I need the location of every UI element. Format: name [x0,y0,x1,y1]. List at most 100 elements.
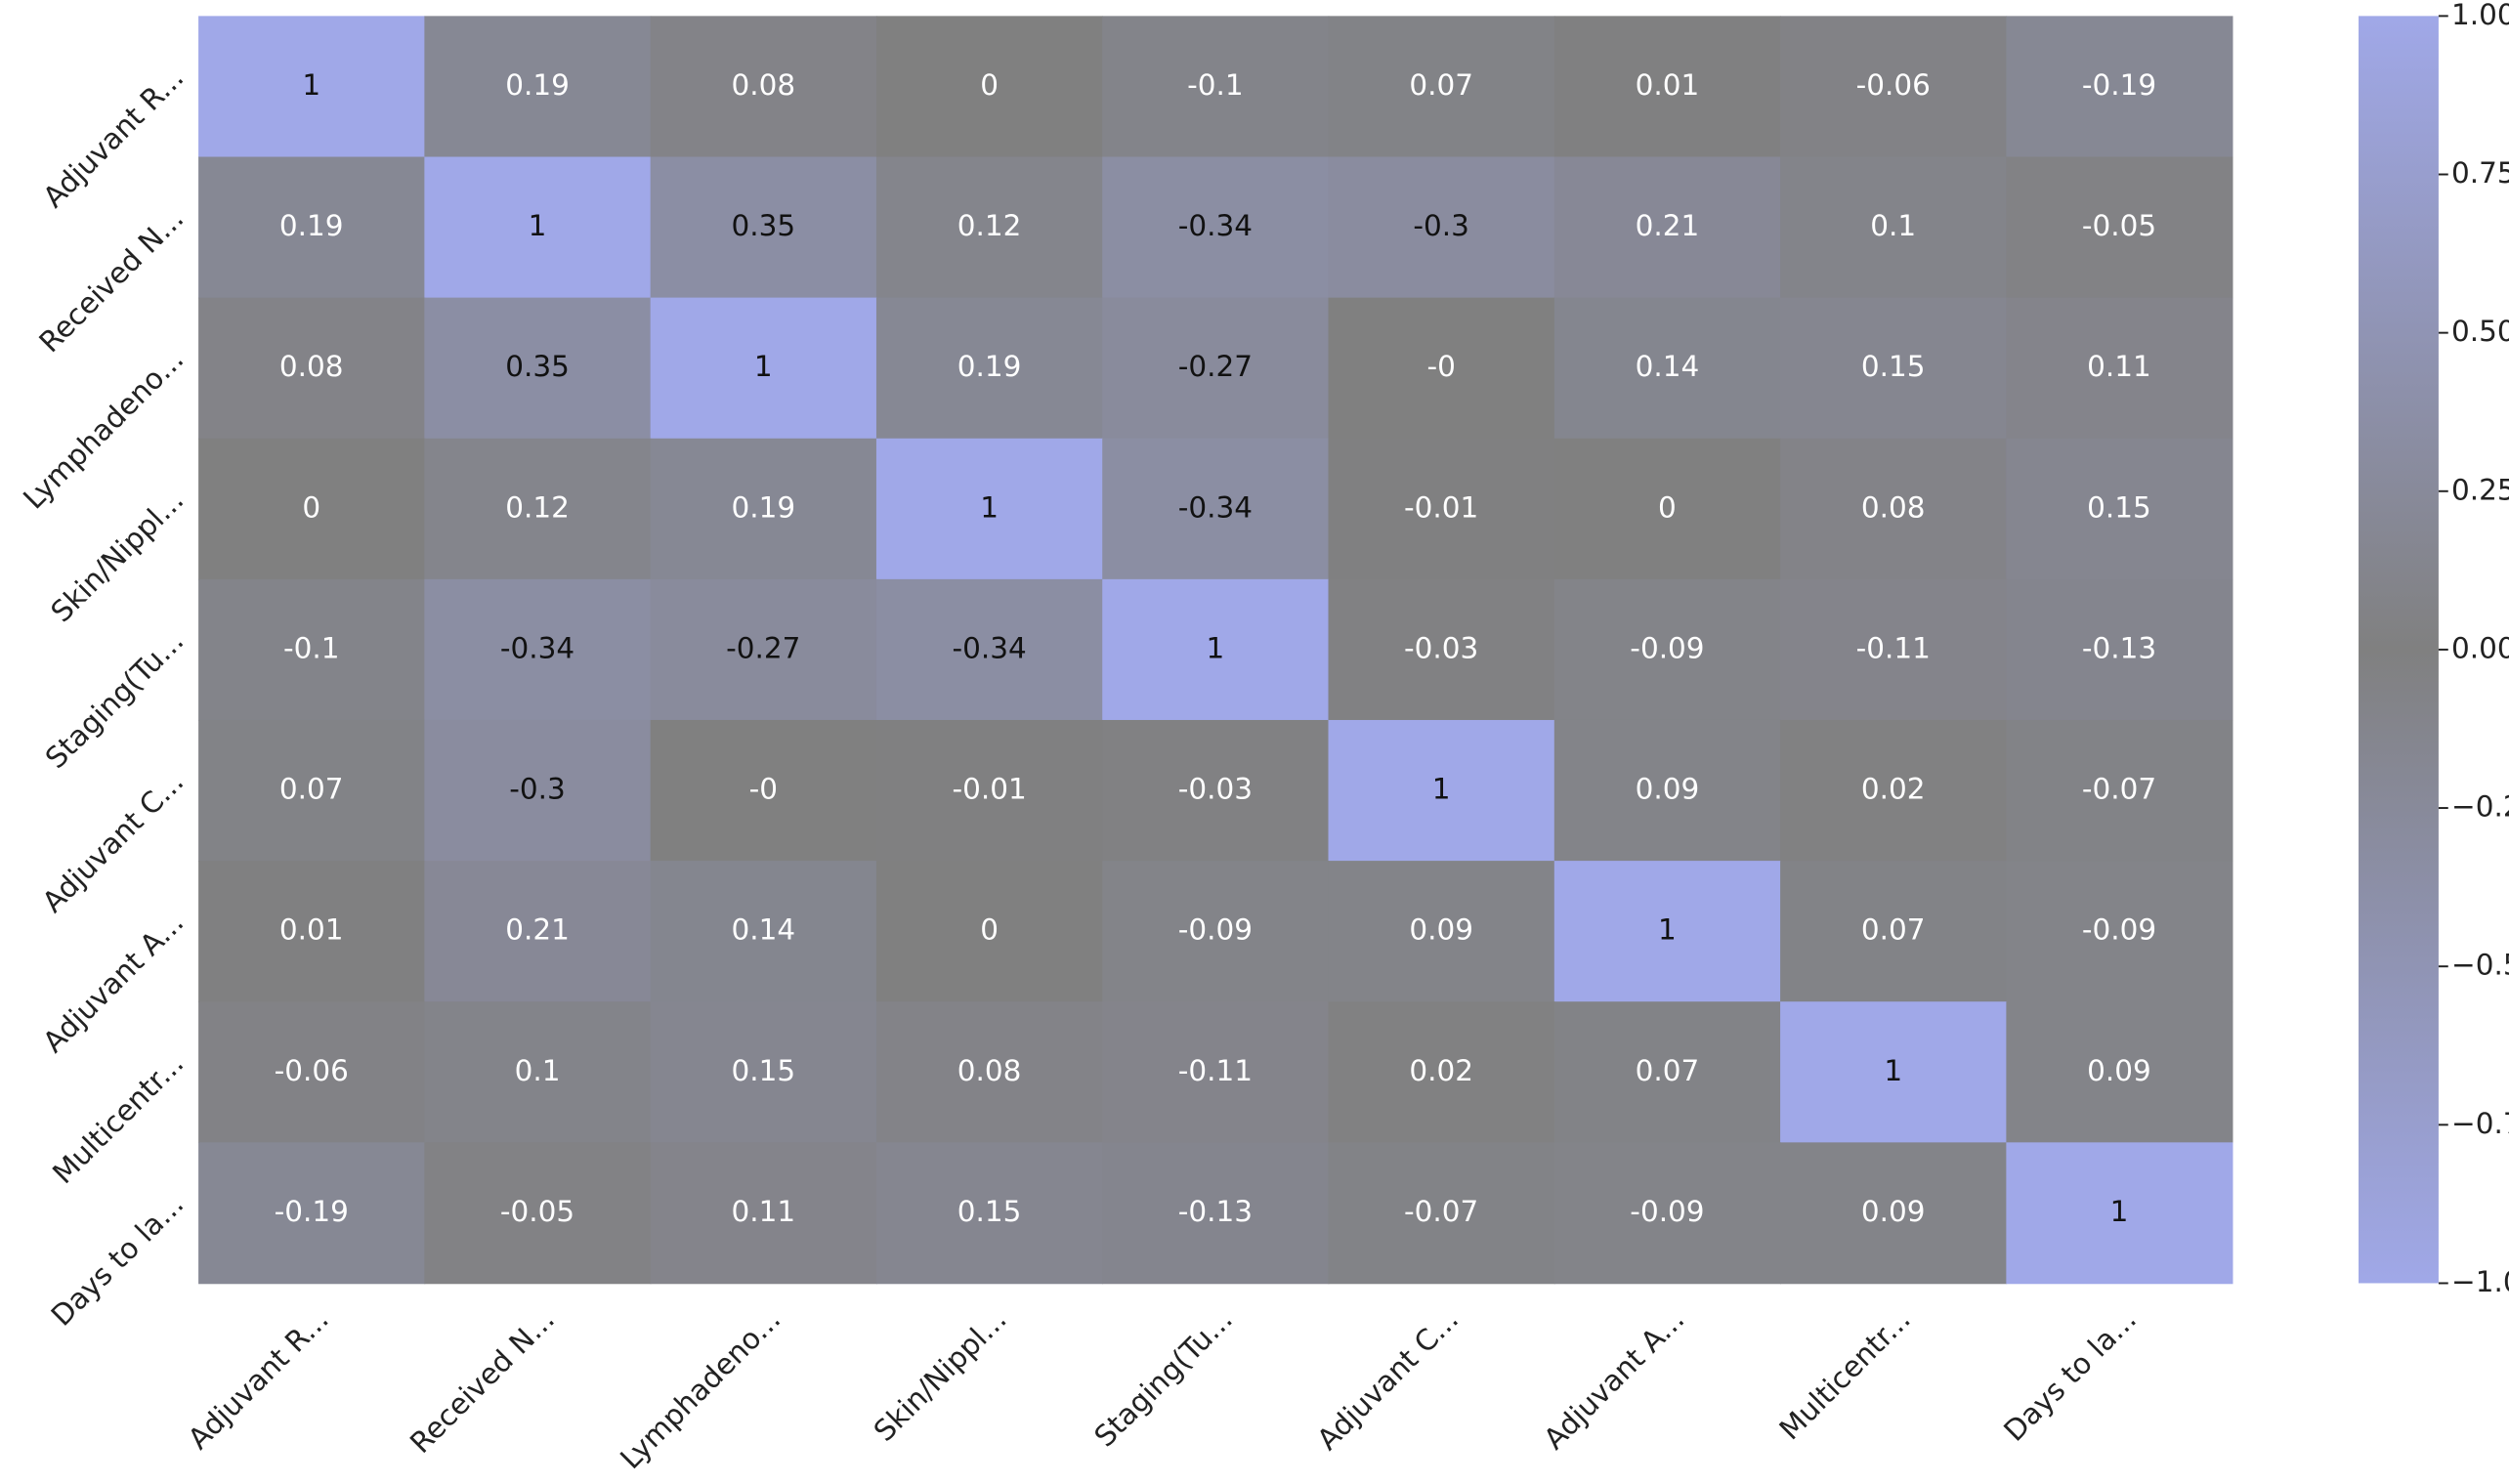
cell-label: 0.21 [505,913,570,947]
y-tick-label: Skin/Nippl... [45,484,191,629]
cell-label: 0.21 [1636,209,1700,242]
heatmap-cell [1780,578,2008,721]
heatmap-cell [2006,297,2233,440]
heatmap-cell [1102,578,1330,721]
heatmap-cell [650,16,877,158]
cell-label: -0.34 [500,631,574,664]
heatmap-cell [1553,578,1781,721]
cell-label: -0.19 [275,1195,349,1228]
cell-label: -0.3 [509,773,565,806]
y-tick-label: Received N... [32,201,190,359]
cell-label: 0.15 [731,1054,795,1087]
cell-label: -0.19 [2082,68,2156,102]
colorbar-tick-label: −1.00 [2451,1265,2509,1298]
y-tick-label: Multicentr... [46,1046,190,1190]
colorbar-tick-label: 0.00 [2451,631,2509,664]
cell-label: -0.03 [1178,773,1253,806]
cell-label: 0.08 [731,68,795,102]
cell-label: 0.15 [1861,350,1926,383]
heatmap-cell [424,861,652,1003]
heatmap-cell [2006,578,2233,721]
heatmap-cell [650,438,877,580]
heatmap-cell [1328,297,1555,440]
heatmap-cell [424,156,652,299]
heatmap-cell [1328,156,1555,299]
cell-label: -0.27 [1178,350,1253,383]
heatmap-cell [2006,16,2233,158]
heatmap-cell [1553,1142,1781,1285]
y-tick-label: Adjuvant C... [36,765,191,919]
heatmap-cell [1780,297,2008,440]
heatmap-cell [1328,861,1555,1003]
cell-label: -0 [1426,350,1455,383]
heatmap-cell [198,297,426,440]
cell-label: -0.07 [1404,1195,1478,1228]
cell-label: 0.08 [957,1054,1022,1087]
cell-label: -0.3 [1413,209,1469,242]
heatmap-cell [875,438,1104,580]
y-tick-label: Adjuvant R... [37,61,191,214]
heatmap-cell [1780,861,2008,1003]
heatmap-cell [1328,1142,1555,1285]
cell-label: 0.07 [279,773,344,806]
heatmap-cell [875,861,1104,1003]
heatmap-cell [424,1001,652,1144]
heatmap-cell [1102,16,1330,158]
cell-label: -0.05 [500,1195,574,1228]
cell-label: 0 [980,913,999,947]
y-tick-label: Staging(Tu... [39,624,190,775]
cell-label: -0.03 [1404,631,1478,664]
cell-label: 0.35 [505,350,570,383]
cell-label: 0 [1658,490,1677,524]
cell-label: 0.15 [2087,490,2151,524]
colorbar-tick-label: 0.75 [2451,156,2509,190]
cell-label: 0.09 [1861,1195,1926,1228]
cell-label: -0.09 [2082,913,2156,947]
cell-label: -0.01 [952,773,1026,806]
heatmap-cell [875,1142,1104,1285]
heatmap-cell [650,861,877,1003]
heatmap-cell [1780,16,2008,158]
cell-label: 1 [1207,631,1225,664]
cell-label: -0.13 [2082,631,2156,664]
cell-label: 1 [2110,1195,2129,1228]
heatmap-cell [1553,719,1781,862]
heatmap-cell [650,1001,877,1144]
cell-label: 0.08 [279,350,344,383]
cell-label: -0.09 [1630,1195,1704,1228]
cell-label: 0.02 [1861,773,1926,806]
heatmap-cell [875,297,1104,440]
heatmap-cell [1780,719,2008,862]
cell-label: 1 [1884,1054,1902,1087]
heatmap-cell [198,719,426,862]
cell-label: 0.19 [957,350,1022,383]
heatmap-cell [875,1001,1104,1144]
heatmap-cell [1553,156,1781,299]
x-tick-label: Adjuvant A... [1537,1302,1690,1456]
cell-label: 0.11 [731,1195,795,1228]
heatmap-cell [1102,861,1330,1003]
cell-label: -0.34 [952,631,1026,664]
heatmap-cell [424,16,652,158]
heatmap-cell [650,156,877,299]
cell-label: -0.05 [2082,209,2156,242]
cell-label: -0.1 [1187,68,1244,102]
heatmap-cell [198,1142,426,1285]
heatmap-cell [1328,438,1555,580]
cell-label: 0.19 [279,209,344,242]
heatmap-cell [1328,578,1555,721]
heatmap-cell [875,719,1104,862]
heatmap-cell [650,297,877,440]
heatmap-cell [650,578,877,721]
y-tick-label: Days to la... [45,1187,191,1333]
x-tick-label: Skin/Nippl... [868,1302,1013,1448]
cell-label: 1 [754,350,773,383]
heatmap-cell [1328,719,1555,862]
colorbar-tick-label: 0.25 [2451,473,2509,506]
x-tick-label: Adjuvant C... [1311,1302,1466,1457]
heatmap-cell [424,438,652,580]
colorbar-tick-label: −0.75 [2451,1107,2509,1140]
cell-label: 0.15 [957,1195,1022,1228]
cell-label: -0.09 [1630,631,1704,664]
